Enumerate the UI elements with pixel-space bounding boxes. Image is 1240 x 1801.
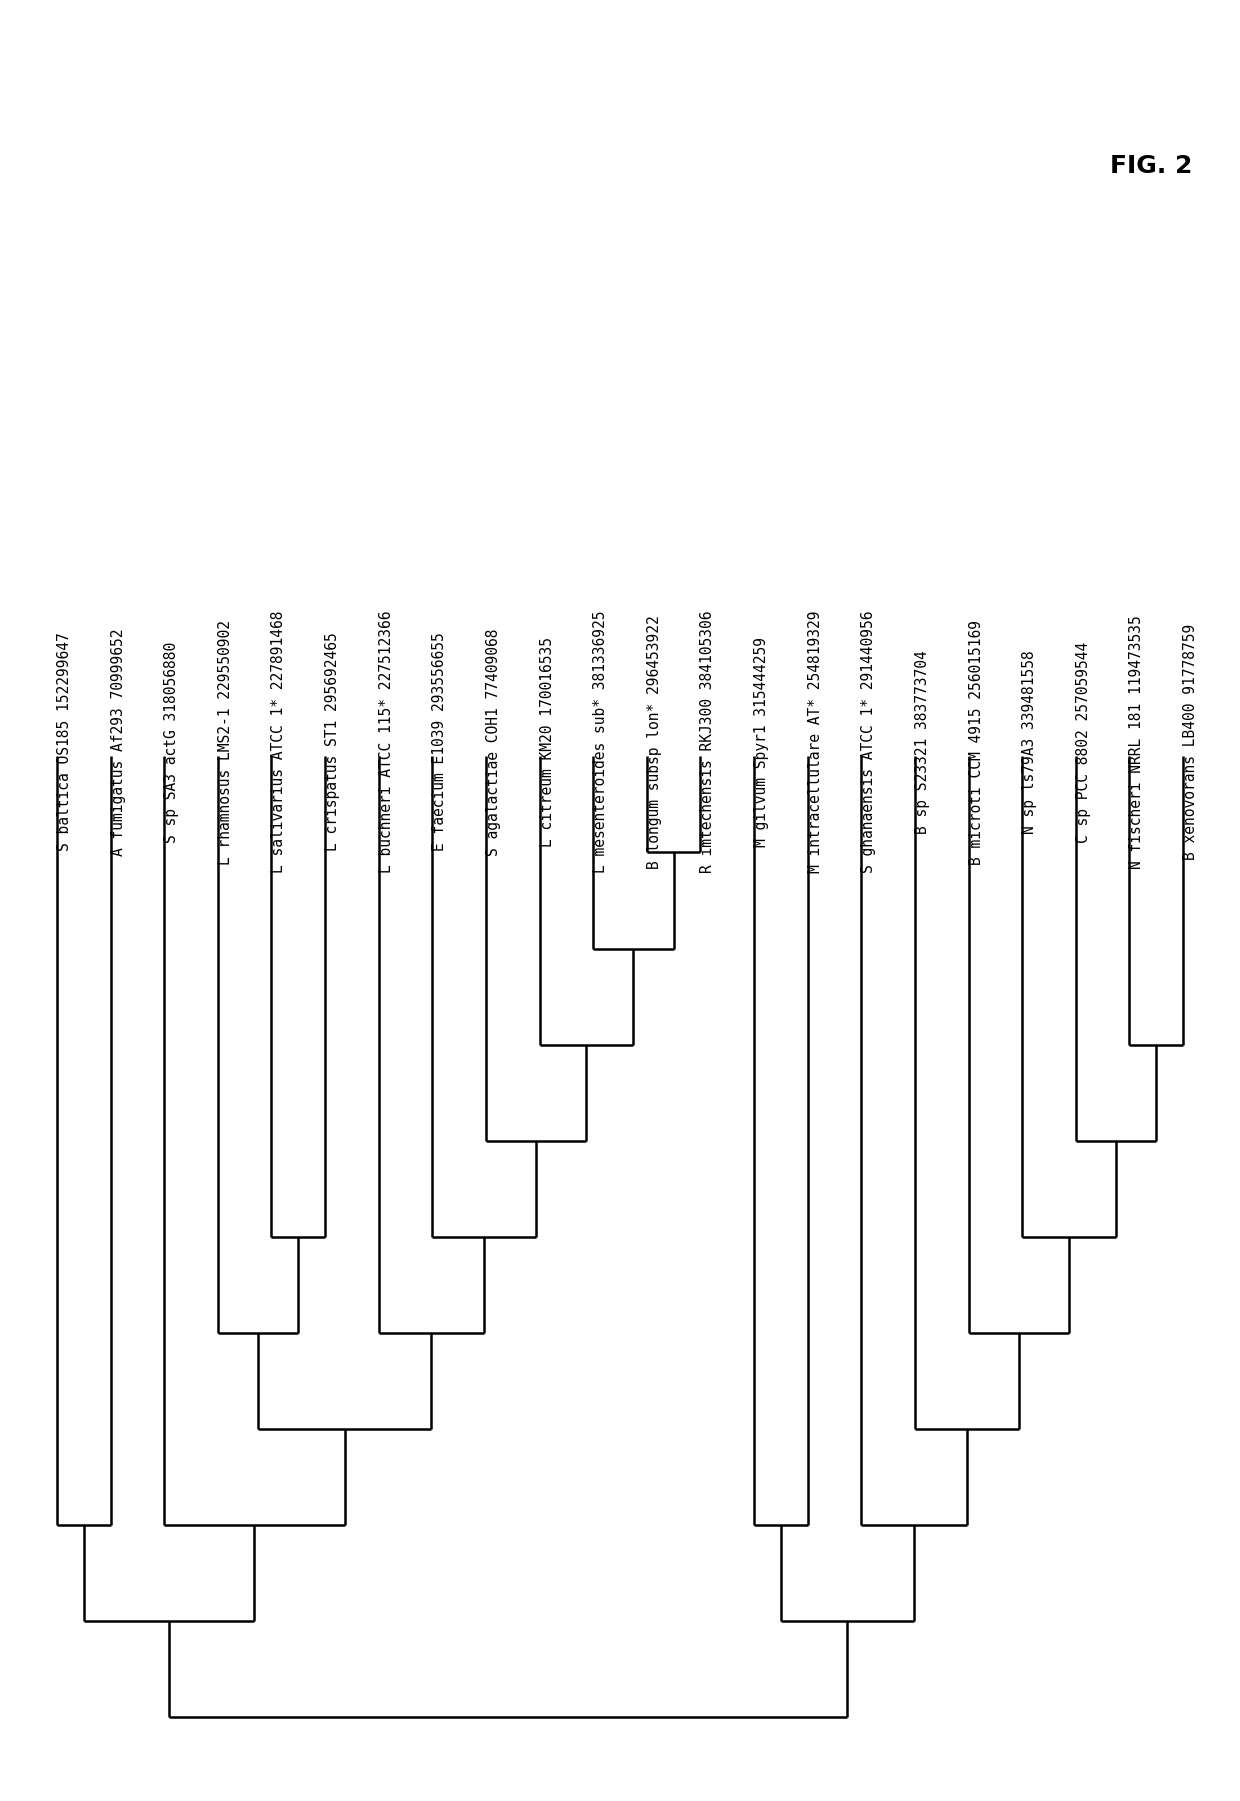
Text: S baltica OS185 152299647: S baltica OS185 152299647 (57, 632, 72, 852)
Text: E faecium E1039 293556655: E faecium E1039 293556655 (433, 632, 448, 852)
Text: C sp PCC 8802 257059544: C sp PCC 8802 257059544 (1076, 641, 1091, 843)
Text: L rhamnosus LMS2-1 229550902: L rhamnosus LMS2-1 229550902 (218, 620, 233, 864)
Text: B sp S23321 383773704: B sp S23321 383773704 (915, 650, 930, 834)
Text: B longum subsp lon* 296453922: B longum subsp lon* 296453922 (647, 616, 662, 868)
Text: L salivarius ATCC 1* 227891468: L salivarius ATCC 1* 227891468 (272, 611, 286, 873)
Text: S agalactiae COH1 77409068: S agalactiae COH1 77409068 (486, 629, 501, 855)
Text: M gilvum Spyr1 315444259: M gilvum Spyr1 315444259 (754, 638, 769, 846)
Text: M intracellulare AT* 254819329: M intracellulare AT* 254819329 (807, 611, 822, 873)
Text: S ghanaensis ATCC 1* 291440956: S ghanaensis ATCC 1* 291440956 (862, 611, 877, 873)
Text: FIG. 2: FIG. 2 (1110, 153, 1193, 178)
Text: R imtechensis RKJ300 384105306: R imtechensis RKJ300 384105306 (701, 611, 715, 873)
Text: A fumigatus Af293 70999652: A fumigatus Af293 70999652 (110, 629, 125, 855)
Text: L buchneri ATCC 115* 227512366: L buchneri ATCC 115* 227512366 (378, 611, 394, 873)
Text: B microti CCM 4915 256015169: B microti CCM 4915 256015169 (968, 620, 983, 864)
Text: L citreum KM20 170016535: L citreum KM20 170016535 (539, 638, 554, 846)
Text: L mesenteroides sub* 381336925: L mesenteroides sub* 381336925 (593, 611, 608, 873)
Text: B xenovorans LB400 91778759: B xenovorans LB400 91778759 (1183, 623, 1198, 861)
Text: S sp SA3 actG 318056880: S sp SA3 actG 318056880 (164, 641, 180, 843)
Text: N sp ls79A3 339481558: N sp ls79A3 339481558 (1022, 650, 1037, 834)
Text: N fischeri NRRL 181 119473535: N fischeri NRRL 181 119473535 (1130, 616, 1145, 868)
Text: L crispatus ST1 295692465: L crispatus ST1 295692465 (325, 632, 340, 852)
